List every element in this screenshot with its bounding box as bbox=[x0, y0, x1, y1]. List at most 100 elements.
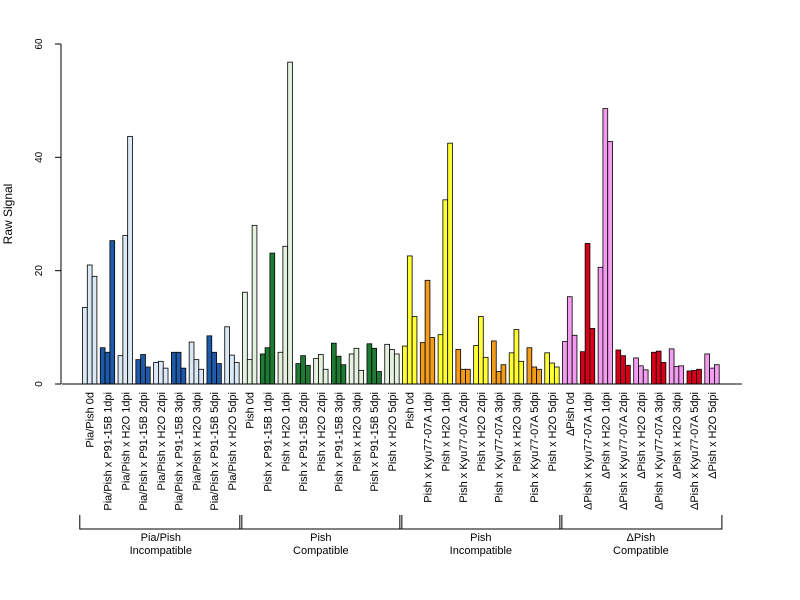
bars-layer bbox=[82, 61, 720, 385]
bar bbox=[318, 354, 324, 385]
bar bbox=[478, 316, 484, 385]
bar bbox=[625, 364, 631, 385]
y-tick-label: 0 bbox=[34, 381, 45, 387]
bar bbox=[259, 353, 266, 385]
bar bbox=[589, 328, 596, 385]
x-tick-label: Pish x P91-15B 1dpi bbox=[263, 392, 275, 492]
group-label: Pia/Pish bbox=[141, 532, 181, 544]
bar bbox=[402, 345, 408, 385]
bar bbox=[211, 351, 217, 385]
bar bbox=[389, 349, 395, 385]
bar bbox=[584, 243, 591, 385]
bar bbox=[127, 135, 133, 385]
x-tick-label: Pish x H2O 5dpi bbox=[547, 392, 559, 471]
bar bbox=[109, 240, 116, 385]
bar bbox=[442, 199, 449, 385]
bar bbox=[673, 366, 680, 385]
group-bracket bbox=[399, 515, 563, 530]
bar bbox=[406, 255, 413, 385]
y-tick-label: 20 bbox=[34, 265, 45, 277]
bar bbox=[704, 353, 710, 385]
bar bbox=[175, 351, 182, 385]
bar bbox=[495, 371, 502, 385]
bar bbox=[331, 342, 337, 385]
bar bbox=[526, 347, 533, 385]
bar bbox=[615, 349, 622, 385]
x-tick-label: ΔPish x Kyu77-07A 2dpi bbox=[618, 392, 630, 510]
bar bbox=[104, 351, 111, 385]
bar bbox=[602, 108, 609, 385]
bar bbox=[579, 351, 586, 385]
bar bbox=[242, 291, 248, 385]
bar bbox=[571, 334, 578, 385]
bar bbox=[544, 352, 550, 385]
bar bbox=[140, 354, 146, 385]
bar bbox=[696, 368, 702, 385]
bar bbox=[295, 363, 302, 385]
bar bbox=[411, 316, 418, 385]
x-tick-label: Pish x H2O 1dpi bbox=[280, 392, 292, 471]
bar bbox=[668, 348, 675, 385]
x-tick-label: Pia/Pish x H2O 1dpi bbox=[120, 392, 132, 490]
bar bbox=[437, 334, 444, 385]
x-tick-label: Pish 0d bbox=[245, 392, 257, 429]
bar bbox=[419, 342, 426, 385]
bar bbox=[393, 353, 400, 385]
bar bbox=[678, 365, 685, 385]
bar bbox=[460, 368, 466, 385]
group-sublabel: Incompatible bbox=[450, 545, 512, 557]
bar bbox=[424, 279, 431, 385]
group-bracket bbox=[79, 515, 243, 530]
bar bbox=[358, 369, 364, 385]
x-tick-label: ΔPish 0d bbox=[565, 392, 577, 436]
bar bbox=[642, 369, 649, 385]
bar bbox=[620, 355, 626, 385]
bar bbox=[348, 353, 355, 385]
bar bbox=[216, 363, 222, 385]
bar bbox=[562, 341, 568, 385]
bar bbox=[162, 367, 169, 385]
x-tick-label: Pish x Kyu77-07A 3dpi bbox=[494, 392, 506, 503]
group-label: Pish bbox=[310, 532, 331, 544]
bar bbox=[491, 340, 497, 385]
group-sublabel: Incompatible bbox=[130, 545, 192, 557]
bar bbox=[366, 343, 373, 385]
bar bbox=[122, 235, 129, 385]
x-tick-label: Pia/Pish x H2O 3dpi bbox=[191, 392, 203, 490]
y-axis-label: Raw Signal bbox=[1, 184, 15, 245]
bar bbox=[473, 345, 479, 385]
bar bbox=[282, 245, 289, 385]
bar bbox=[229, 354, 235, 385]
y-tick-label: 40 bbox=[34, 151, 45, 163]
x-tick-label: Pish x H2O 3dpi bbox=[351, 392, 363, 471]
x-tick-labels: Pia/Pish 0d Pia/Pish x P91-15B 1dpi Pia/Pi… bbox=[85, 392, 719, 511]
y-axis: 0 20 40 60 bbox=[34, 38, 62, 387]
group-brackets: Pia/PishIncompatiblePishCompatiblePishIn… bbox=[79, 515, 723, 557]
bar bbox=[170, 351, 177, 385]
bar bbox=[376, 371, 382, 385]
bar bbox=[188, 341, 195, 385]
bar bbox=[513, 329, 520, 385]
bar bbox=[86, 264, 93, 385]
x-tick-label: Pish 0d bbox=[405, 392, 417, 429]
bar bbox=[153, 362, 159, 385]
bar bbox=[651, 351, 657, 385]
x-tick-label: Pish x H2O 1dpi bbox=[440, 392, 452, 471]
x-tick-label: Pia/Pish x P91-15B 1dpi bbox=[102, 392, 114, 511]
x-tick-label: ΔPish x H2O 3dpi bbox=[671, 392, 683, 479]
x-tick-label: Pish x H2O 2dpi bbox=[316, 392, 328, 471]
x-tick-label: Pish x H2O 2dpi bbox=[476, 392, 488, 471]
bar bbox=[287, 61, 293, 385]
bar bbox=[691, 369, 698, 385]
bar bbox=[117, 355, 124, 385]
bar bbox=[99, 347, 106, 385]
bar bbox=[709, 367, 715, 385]
x-tick-label: Pish x P91-15B 5dpi bbox=[369, 392, 381, 492]
group-label: Pish bbox=[470, 532, 491, 544]
group-sublabel: Compatible bbox=[613, 545, 669, 557]
bar bbox=[638, 365, 644, 385]
bar bbox=[597, 266, 604, 385]
x-tick-label: ΔPish x Kyu77-07A 1dpi bbox=[583, 392, 595, 510]
bar bbox=[313, 358, 319, 385]
